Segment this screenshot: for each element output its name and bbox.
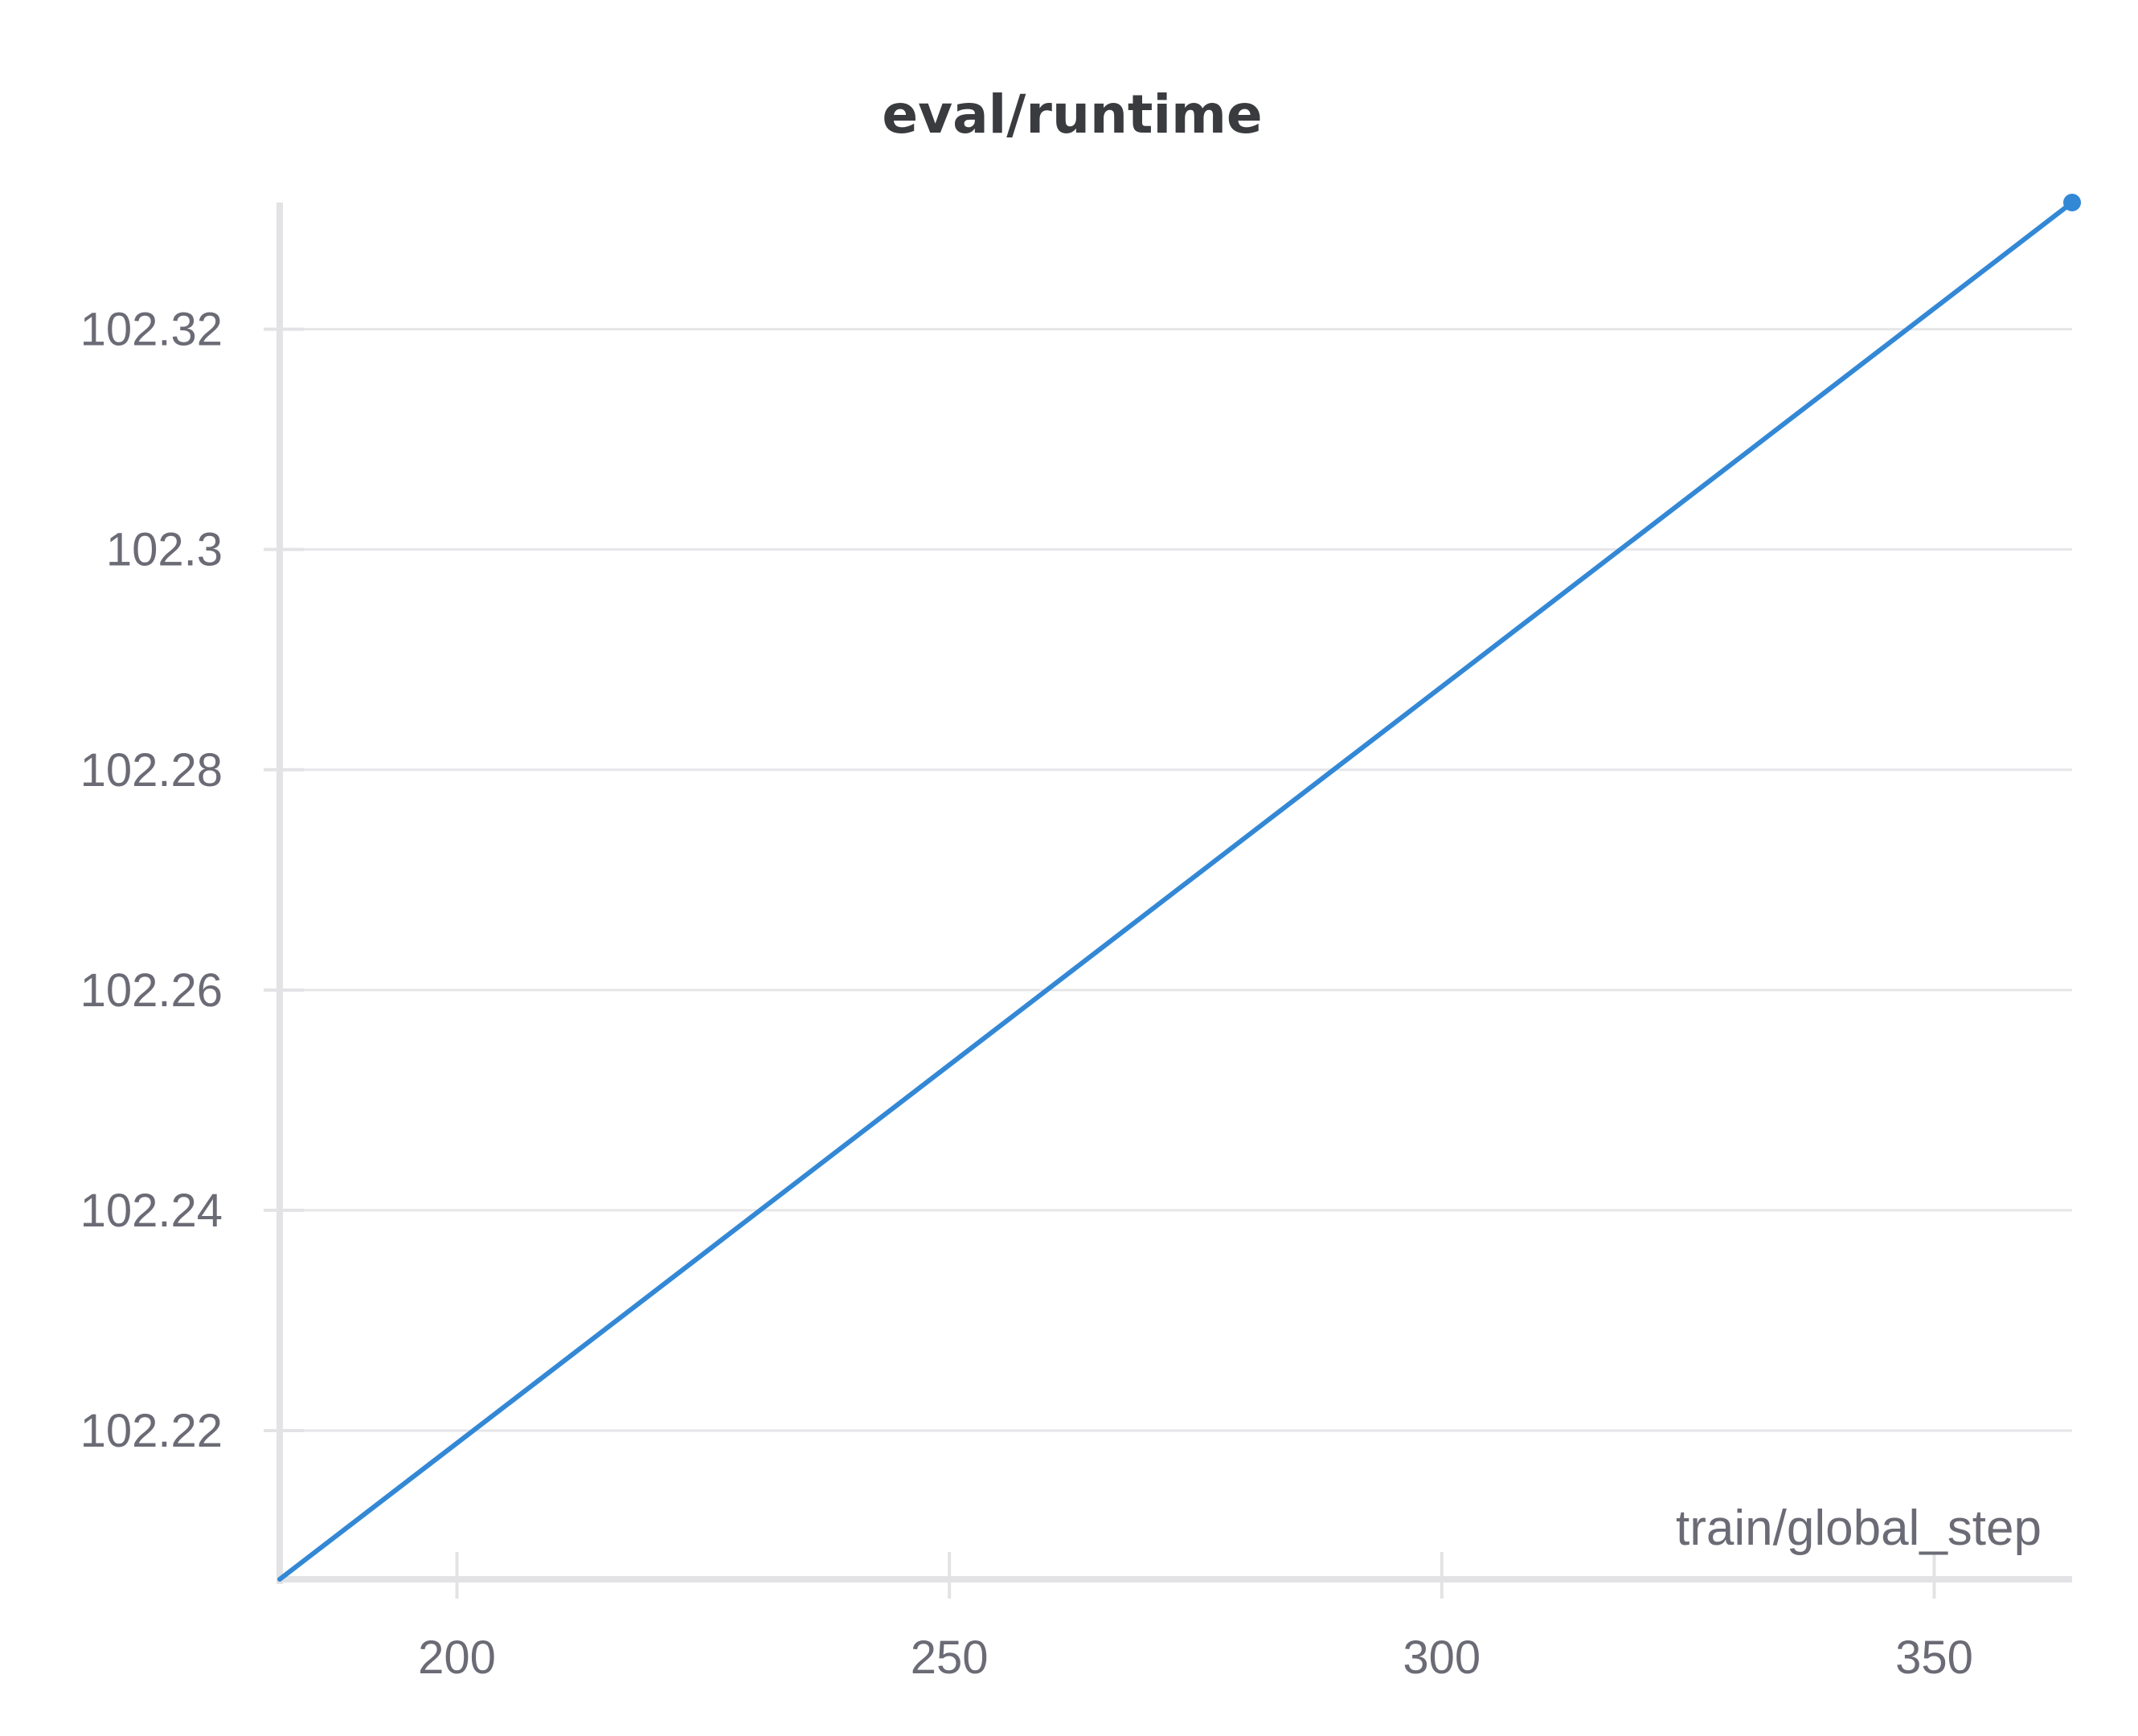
y-tick-label: 102.24 [80, 1185, 223, 1237]
x-tick-label: 350 [1895, 1632, 1973, 1684]
chart-title: eval/runtime [882, 84, 1262, 145]
y-tick-label: 102.32 [80, 304, 223, 356]
axes [264, 203, 2072, 1599]
data-point [2063, 194, 2081, 211]
series-line [277, 200, 2075, 1582]
x-axis-title: train/global_step [1676, 1501, 2042, 1556]
grid-lines [280, 328, 2072, 1432]
x-tick-label: 250 [911, 1632, 989, 1684]
y-tick-label: 102.3 [106, 524, 223, 576]
series-layer [277, 194, 2081, 1582]
x-tick-label: 200 [418, 1632, 496, 1684]
y-tick-label: 102.22 [80, 1405, 223, 1457]
tick-labels: 102.22 102.24 102.26 102.28 102.3 102.32 200 25… [80, 304, 1973, 1684]
y-tick-label: 102.28 [80, 744, 223, 796]
y-tick-label: 102.26 [80, 964, 223, 1017]
x-tick-label: 300 [1403, 1632, 1481, 1684]
